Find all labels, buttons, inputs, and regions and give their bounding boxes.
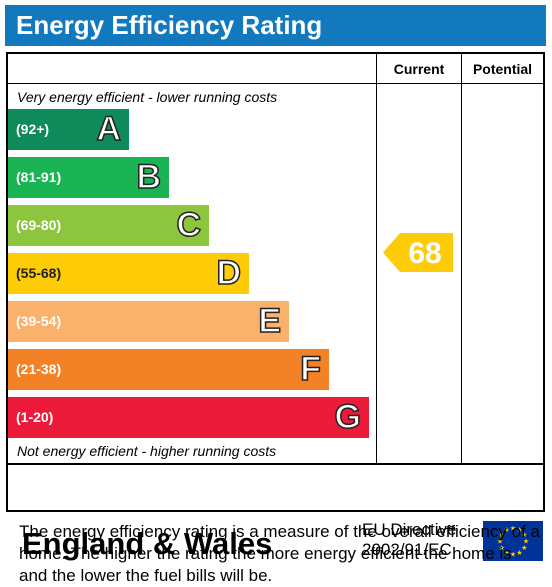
band-range: (39-54) xyxy=(16,313,62,329)
footer-divider xyxy=(8,463,543,465)
band-d: (55-68) D xyxy=(8,253,249,294)
current-rating-value: 68 xyxy=(408,237,442,270)
band-c: (69-80) C xyxy=(8,205,209,246)
band-letter: E xyxy=(258,301,282,341)
star-icon: ★ xyxy=(510,525,516,533)
directive-line-2: 2002/91/EC xyxy=(362,540,452,559)
band-letter: G xyxy=(334,397,362,437)
current-column-divider xyxy=(376,54,377,463)
arrow-shape xyxy=(383,233,453,272)
star-icon: ★ xyxy=(523,538,529,546)
current-rating-pointer: 68 xyxy=(383,233,453,272)
band-range: (69-80) xyxy=(16,217,62,233)
band-e: (39-54) E xyxy=(8,301,289,342)
header-divider xyxy=(8,83,543,84)
rating-table: Current Potential Very energy efficient … xyxy=(6,52,545,561)
band-range: (81-91) xyxy=(16,169,62,185)
page-title: Energy Efficiency Rating xyxy=(5,5,546,46)
band-f: (21-38) F xyxy=(8,349,329,390)
directive-line-1: EU Directive xyxy=(362,520,457,539)
band-g: (1-20) G xyxy=(8,397,369,438)
star-icon: ★ xyxy=(521,544,527,552)
efficient-note: Very energy efficient - lower running co… xyxy=(17,89,278,105)
band-range: (1-20) xyxy=(16,409,54,425)
star-icon: ★ xyxy=(521,531,527,539)
band-range: (55-68) xyxy=(16,265,62,281)
star-icon: ★ xyxy=(499,544,505,552)
star-icon: ★ xyxy=(497,538,503,546)
potential-column-header: Potential xyxy=(472,61,533,77)
band-letter: D xyxy=(216,253,242,293)
band-range: (92+) xyxy=(16,121,50,137)
eu-flag-icon: ★ ★ ★ ★ ★ ★ ★ ★ ★ ★ ★ ★ xyxy=(483,521,543,561)
band-letter: A xyxy=(96,109,122,149)
region-label: England & Wales xyxy=(22,526,273,561)
inefficient-note: Not energy efficient - higher running co… xyxy=(17,443,277,459)
star-icon: ★ xyxy=(516,526,522,534)
star-icon: ★ xyxy=(510,551,516,559)
eu-directive: EU Directive 2002/91/EC xyxy=(362,520,456,560)
star-icon: ★ xyxy=(503,526,509,534)
band-range: (21-38) xyxy=(16,361,62,377)
band-a: (92+) A xyxy=(8,109,129,150)
star-icon: ★ xyxy=(516,549,522,557)
star-icon: ★ xyxy=(503,549,509,557)
star-icon: ★ xyxy=(499,531,505,539)
potential-column-divider xyxy=(461,54,462,463)
band-letter: C xyxy=(176,205,202,245)
band-letter: F xyxy=(299,349,321,389)
band-b: (81-91) B xyxy=(8,157,169,198)
description-text: The energy efficiency rating is a measur… xyxy=(19,522,540,585)
band-letter: B xyxy=(136,157,162,197)
current-column-header: Current xyxy=(393,61,445,77)
